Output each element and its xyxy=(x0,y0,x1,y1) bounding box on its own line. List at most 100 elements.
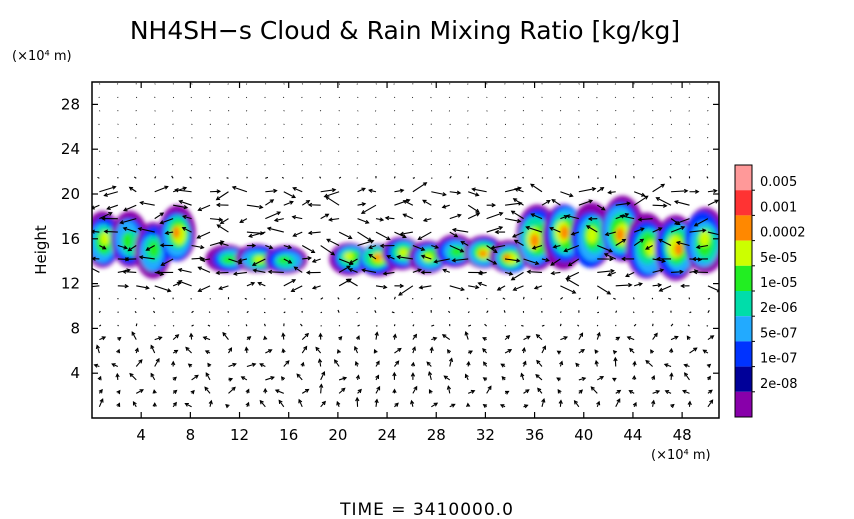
wind-vector xyxy=(129,186,137,193)
wind-vector xyxy=(154,324,156,327)
wind-vector xyxy=(634,283,643,287)
wind-vector-head xyxy=(273,188,278,194)
wind-vector-head xyxy=(422,182,428,187)
wind-vector-head xyxy=(172,401,177,407)
wind-vector xyxy=(267,227,284,233)
wind-vector xyxy=(357,240,374,247)
wind-vector xyxy=(403,200,414,206)
wind-vector-head xyxy=(173,349,179,354)
wind-vector xyxy=(620,215,635,220)
wind-vector xyxy=(319,359,322,367)
wind-vector xyxy=(596,187,604,193)
wind-vector xyxy=(135,150,138,152)
colorbar-swatch xyxy=(735,391,752,417)
wind-vector-head xyxy=(432,336,438,341)
wind-vector xyxy=(154,336,162,341)
wind-vector-head xyxy=(708,389,713,394)
wind-vector xyxy=(338,96,341,99)
wind-vector-head xyxy=(536,359,541,365)
y-axis-label: Height xyxy=(32,225,50,275)
wind-vector-head xyxy=(477,281,482,286)
wind-vector-head xyxy=(434,244,440,249)
wind-vector-head xyxy=(392,333,397,339)
wind-vector xyxy=(522,296,525,300)
wind-vector xyxy=(522,123,524,125)
wind-vector-head xyxy=(569,193,574,198)
wind-vector-head xyxy=(197,207,202,212)
wind-vector-head xyxy=(570,231,576,236)
wind-vector xyxy=(586,225,598,233)
wind-vector-head xyxy=(276,211,282,216)
wind-vector xyxy=(614,96,617,99)
wind-vector-head xyxy=(422,199,427,204)
colorbar-label: 5e-07 xyxy=(760,326,798,341)
wind-vector-head xyxy=(482,377,488,382)
wind-vector xyxy=(92,285,100,288)
wind-vector-head xyxy=(410,361,416,367)
wind-vector xyxy=(320,325,322,327)
wind-vector xyxy=(541,200,551,206)
wind-vector xyxy=(216,191,229,201)
wind-vector-head xyxy=(333,359,339,364)
wind-vector xyxy=(512,231,524,238)
wind-vector-head xyxy=(410,399,415,405)
wind-vector-head xyxy=(521,347,527,352)
wind-vector xyxy=(116,83,119,85)
wind-vector-head xyxy=(565,214,571,219)
wind-vector-head xyxy=(187,363,193,368)
wind-vector xyxy=(120,218,137,224)
wind-vector-head xyxy=(661,258,667,263)
wind-vector xyxy=(659,285,672,292)
wind-vector xyxy=(265,190,277,193)
wind-vector-head xyxy=(342,376,348,381)
wind-vector xyxy=(613,297,616,300)
wind-vector-head xyxy=(496,286,502,291)
wind-vector xyxy=(208,177,211,179)
wind-vector-head xyxy=(638,282,644,287)
wind-vector-head xyxy=(680,225,686,231)
wind-vector xyxy=(452,258,469,262)
wind-vector xyxy=(670,323,674,327)
wind-vector xyxy=(368,254,377,260)
wind-vector-head xyxy=(300,361,305,367)
wind-vector-head xyxy=(651,399,656,405)
wind-vector-head xyxy=(127,247,132,252)
wind-vector xyxy=(411,137,414,139)
wind-vector xyxy=(394,189,404,193)
wind-vector-head xyxy=(571,289,577,294)
wind-vector xyxy=(412,245,425,251)
wind-vector xyxy=(246,204,263,208)
time-label: TIME = 3410000.0 xyxy=(339,500,514,519)
wind-vector-head xyxy=(250,281,256,286)
wind-vector-head xyxy=(549,226,554,231)
wind-vector xyxy=(375,83,377,85)
wind-vector xyxy=(411,311,414,314)
wind-vector xyxy=(596,285,611,295)
wind-vector-head xyxy=(556,350,562,355)
wind-vector-head xyxy=(500,363,505,368)
wind-vector xyxy=(375,218,384,221)
wind-vector xyxy=(228,258,242,264)
wind-vector-head xyxy=(709,335,715,340)
wind-vector xyxy=(228,387,236,394)
wind-vector-head xyxy=(99,398,104,403)
wind-vector-head xyxy=(374,331,379,336)
wind-vector xyxy=(292,187,303,193)
wind-vector xyxy=(467,204,480,213)
wind-vector-head xyxy=(197,266,202,271)
wind-vector xyxy=(154,285,171,292)
wind-vector-head xyxy=(357,388,362,394)
wind-vector xyxy=(369,189,377,193)
wind-vector xyxy=(674,218,690,225)
wind-vector-head xyxy=(483,361,488,366)
wind-vector-head xyxy=(550,271,555,276)
wind-vector-head xyxy=(441,204,447,209)
wind-vector xyxy=(465,331,469,340)
wind-vector xyxy=(505,258,520,262)
wind-vector-head xyxy=(269,199,275,204)
wind-vector xyxy=(652,177,654,179)
wind-vector xyxy=(246,363,256,368)
wind-vector-head xyxy=(216,189,222,194)
wind-vector-head xyxy=(691,256,697,262)
wind-vector-head xyxy=(155,270,160,275)
